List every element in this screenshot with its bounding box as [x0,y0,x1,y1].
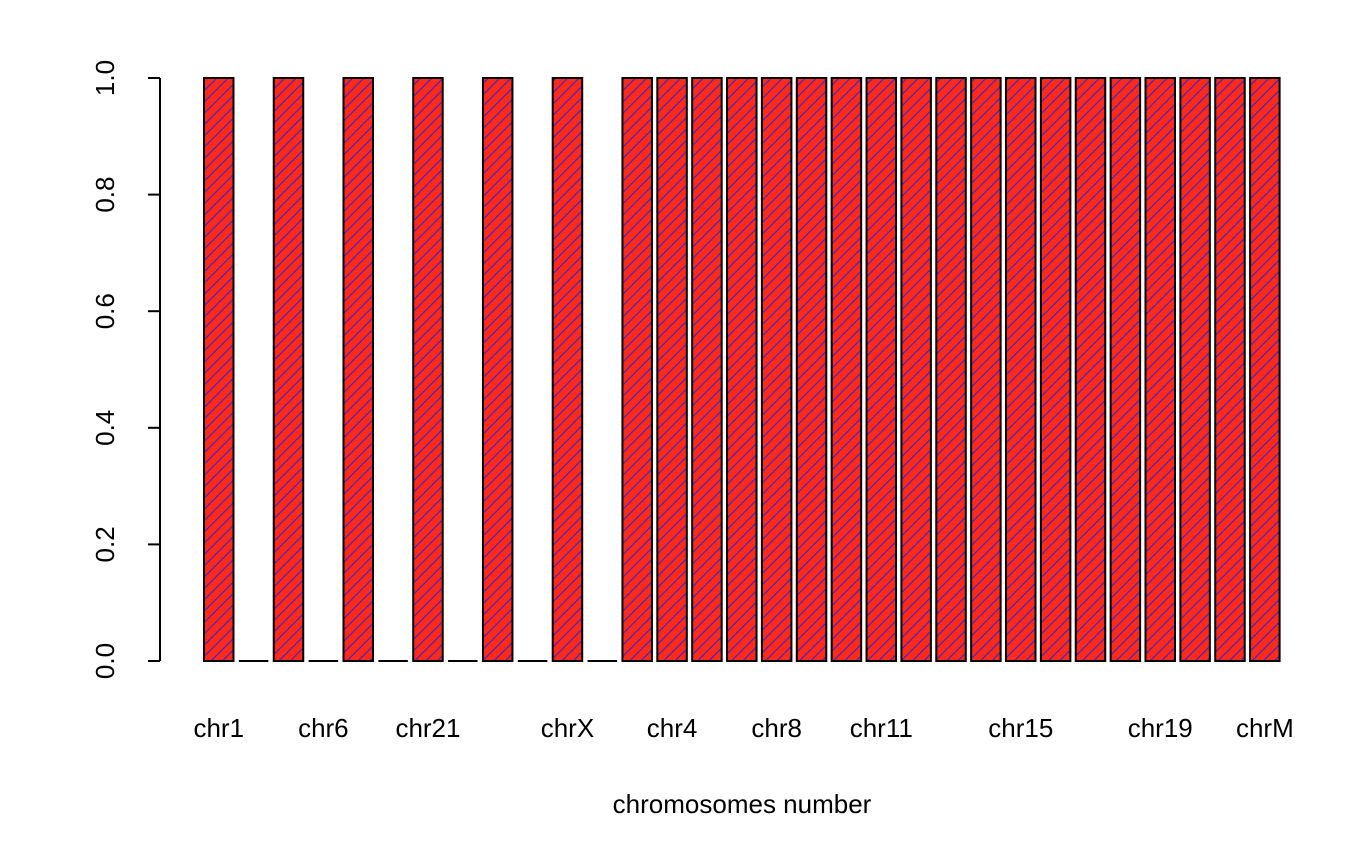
bar [203,77,235,662]
bar [1109,77,1142,662]
x-tick-label: chr21 [395,713,460,743]
x-axis-label: chromosomes number [613,789,872,819]
bar [865,77,898,662]
y-axis: 0.0 0.2 0.4 0.6 0.8 1.0 [90,60,161,679]
x-tick-label: chr8 [751,713,802,743]
y-tick-label: 0.0 [90,643,120,679]
y-tick-label: 0.4 [90,410,120,446]
x-tick-label: chr6 [298,713,349,743]
x-tick-label: chrX [541,713,594,743]
y-tick-label: 0.6 [90,293,120,329]
bar [551,77,584,662]
bar [1179,77,1211,662]
bar [760,77,793,662]
bar [1005,77,1037,662]
bars [203,77,1281,662]
bar [970,77,1002,662]
y-tick-label: 1.0 [90,60,120,96]
bar [1144,77,1176,662]
bar [342,77,374,662]
y-tick-label: 0.2 [90,526,120,562]
y-tick-label: 0.8 [90,177,120,213]
x-tick-label: chrM [1236,713,1294,743]
bar [412,77,444,662]
bar [621,77,653,662]
bar [656,77,688,662]
x-tick-labels: chr1 chr6 chr21 chrX chr4 chr8 chr11 chr15 chr19… [193,713,1293,743]
x-tick-label: chr11 [850,713,913,743]
bar [481,77,514,662]
bar [1249,77,1281,662]
bar [795,77,828,662]
x-tick-label: chr4 [647,713,698,743]
bar [1039,77,1072,662]
bar [900,77,932,662]
bar [830,77,863,662]
bar [935,77,967,662]
bar [272,77,305,662]
x-tick-label: chr1 [193,713,244,743]
bar [1214,77,1246,662]
bar [691,77,723,662]
bar [1074,77,1107,662]
x-tick-label: chr19 [1128,713,1193,743]
bar [726,77,758,662]
x-tick-label: chr15 [988,713,1053,743]
